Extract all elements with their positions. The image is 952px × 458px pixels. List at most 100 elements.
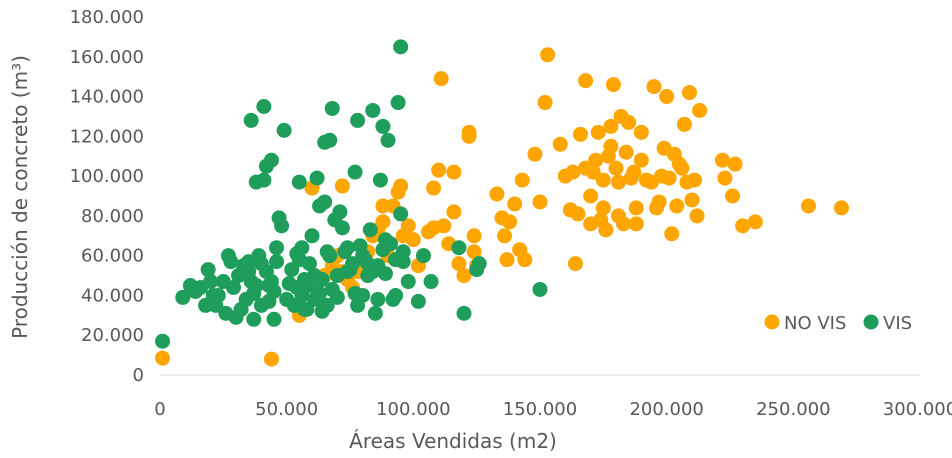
data-point	[573, 126, 589, 142]
data-point	[291, 174, 307, 190]
y-tick-label: 0	[133, 365, 144, 386]
data-point	[339, 240, 355, 256]
data-point	[507, 196, 523, 212]
data-point	[225, 279, 241, 295]
data-point	[456, 305, 472, 321]
x-axis-title: Áreas Vendidas (m2)	[349, 429, 557, 453]
data-point	[334, 220, 350, 236]
data-point	[347, 164, 363, 180]
legend-marker	[764, 314, 780, 330]
data-point	[628, 216, 644, 232]
x-tick-label: 200.000	[629, 399, 703, 420]
data-point	[618, 144, 634, 160]
legend-marker	[863, 314, 879, 330]
legend: NO VIS VIS	[764, 313, 912, 334]
data-point	[497, 228, 513, 244]
data-point	[256, 99, 272, 114]
data-point	[466, 244, 482, 260]
data-point	[388, 287, 404, 303]
data-point	[537, 95, 553, 111]
data-point	[446, 204, 462, 220]
data-point	[334, 178, 350, 194]
data-point	[436, 218, 452, 234]
data-point	[372, 172, 388, 188]
data-point	[390, 95, 406, 111]
data-point	[276, 122, 292, 138]
data-point	[651, 194, 667, 210]
data-point	[621, 114, 637, 130]
data-point	[664, 226, 680, 242]
data-point	[471, 256, 487, 272]
data-point	[527, 146, 543, 162]
y-tick-label: 180.000	[70, 7, 144, 28]
data-point	[605, 77, 621, 93]
data-point	[628, 200, 644, 216]
data-point	[322, 132, 338, 148]
y-tick-label: 140.000	[70, 87, 144, 108]
data-point	[274, 218, 290, 234]
data-point	[243, 112, 259, 128]
y-tick-label: 160.000	[70, 47, 144, 68]
data-point	[583, 188, 599, 204]
data-point	[400, 274, 416, 290]
data-point	[446, 164, 462, 180]
data-point	[322, 248, 338, 264]
data-point	[405, 232, 421, 248]
x-tick-label: 100.000	[376, 399, 450, 420]
data-point	[747, 214, 763, 230]
x-tick-label: 300.000	[883, 399, 952, 420]
data-point	[393, 178, 409, 194]
data-point	[578, 73, 594, 89]
data-point	[324, 100, 340, 116]
data-point	[301, 256, 317, 272]
data-point	[598, 222, 614, 238]
data-point	[332, 204, 348, 220]
data-point	[375, 118, 391, 134]
data-point	[552, 136, 568, 152]
data-point	[725, 188, 741, 204]
data-point	[365, 102, 381, 118]
data-point	[595, 172, 611, 188]
data-point	[588, 152, 604, 168]
data-point	[451, 240, 467, 256]
data-point	[155, 350, 171, 366]
data-point	[304, 228, 320, 244]
data-point	[833, 200, 849, 216]
data-point	[367, 305, 383, 321]
data-points	[155, 39, 849, 367]
data-point	[314, 272, 330, 288]
data-point	[380, 132, 396, 148]
y-tick-label: 20.000	[81, 325, 144, 346]
data-point	[489, 186, 505, 202]
data-point	[431, 162, 447, 178]
x-tick-label: 250.000	[756, 399, 830, 420]
data-point	[248, 278, 264, 293]
data-point	[294, 240, 310, 256]
data-point	[451, 256, 467, 272]
data-point	[203, 274, 219, 290]
data-point	[735, 218, 751, 234]
data-point	[415, 248, 431, 264]
data-point	[362, 222, 378, 238]
data-point	[499, 252, 515, 268]
data-point	[611, 174, 627, 190]
data-point	[633, 124, 649, 140]
data-point	[263, 152, 279, 168]
data-point	[395, 244, 411, 260]
data-point	[466, 228, 482, 244]
data-point	[595, 200, 611, 216]
data-point	[590, 124, 606, 140]
data-point	[246, 311, 262, 327]
legend-item-no-vis: NO VIS	[764, 313, 846, 334]
data-point	[608, 160, 624, 176]
data-point	[433, 71, 449, 87]
data-point	[717, 170, 733, 186]
y-axis-tick-labels: 0 20.000 40.000 60.000 80.000 100.000 120.000 1…	[70, 7, 144, 386]
data-point	[603, 118, 619, 134]
data-point	[383, 236, 399, 252]
data-point	[603, 138, 619, 154]
data-point	[659, 89, 675, 105]
data-point	[355, 287, 371, 303]
data-point	[423, 274, 439, 290]
